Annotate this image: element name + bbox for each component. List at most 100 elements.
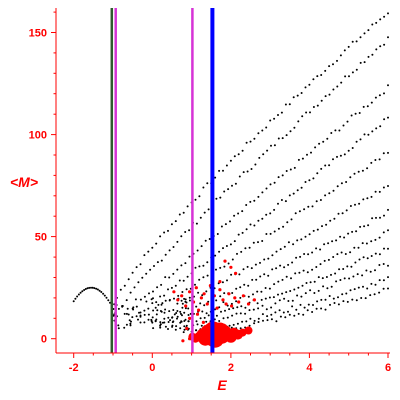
data-point [135, 266, 138, 269]
data-point [215, 299, 218, 302]
data-point [382, 263, 385, 265]
data-point [183, 320, 186, 322]
data-point [249, 140, 252, 143]
data-point [311, 205, 314, 208]
data-point [123, 312, 126, 315]
red-data-point [172, 290, 176, 294]
data-point [373, 293, 376, 296]
data-point [187, 320, 190, 323]
data-point [241, 149, 244, 152]
data-point [269, 183, 272, 186]
data-point [207, 208, 210, 211]
data-point [219, 196, 222, 199]
data-point [72, 300, 75, 303]
data-point [147, 307, 150, 310]
data-point [307, 303, 310, 306]
data-point [309, 289, 312, 292]
data-point [269, 212, 272, 215]
data-point [293, 314, 296, 317]
data-point [185, 301, 188, 304]
data-point [160, 259, 163, 262]
data-point [263, 258, 266, 261]
data-point [260, 290, 263, 293]
data-point [247, 295, 250, 298]
data-point [277, 227, 280, 230]
data-point [354, 261, 357, 264]
data-point [262, 153, 265, 156]
data-point [387, 36, 389, 39]
data-point [269, 232, 272, 235]
data-point [239, 286, 242, 289]
data-point [236, 306, 239, 309]
data-point [278, 309, 281, 312]
data-point [201, 310, 204, 313]
data-point [187, 307, 190, 310]
data-point [172, 272, 175, 275]
data-point [352, 275, 355, 278]
data-point [321, 225, 323, 228]
data-point [131, 271, 134, 274]
data-point [172, 320, 175, 323]
data-point [382, 186, 385, 189]
data-point [337, 296, 339, 299]
data-point [280, 111, 283, 114]
data-point [311, 268, 314, 271]
red-data-point [218, 323, 228, 334]
data-point [264, 297, 267, 300]
data-point [223, 265, 226, 268]
data-point [253, 199, 256, 202]
data-point [288, 194, 291, 197]
data-point [382, 279, 385, 282]
data-point [304, 292, 307, 295]
red-data-point [221, 298, 225, 302]
data-point [163, 231, 166, 234]
data-point [295, 256, 298, 259]
red-data-point [197, 308, 201, 312]
data-point [137, 281, 140, 284]
data-point [306, 309, 309, 312]
data-point [355, 68, 358, 71]
data-point [180, 299, 183, 302]
data-point [348, 75, 350, 78]
data-point [336, 85, 339, 88]
data-point [129, 324, 132, 327]
vertical-lines [110, 8, 215, 353]
data-point [287, 310, 289, 313]
data-point [188, 255, 191, 258]
data-point [334, 129, 337, 132]
data-point [180, 264, 183, 267]
data-point [382, 231, 385, 234]
data-point [336, 253, 339, 256]
data-point [240, 305, 243, 308]
data-point [103, 294, 106, 297]
data-point [292, 243, 295, 246]
data-point [354, 203, 356, 206]
data-point [253, 224, 256, 227]
data-point [132, 306, 135, 309]
data-point [152, 309, 155, 312]
data-point [164, 299, 167, 302]
data-point [366, 197, 369, 200]
data-point [159, 235, 162, 238]
red-data-point [195, 312, 200, 316]
data-point [257, 241, 259, 244]
data-point [228, 308, 231, 311]
data-point [309, 111, 311, 114]
red-data-point [218, 280, 222, 284]
data-point [305, 282, 308, 284]
data-point [229, 220, 231, 223]
data-point [315, 200, 318, 203]
data-point [231, 258, 234, 261]
data-point [157, 303, 160, 306]
data-point [296, 239, 299, 242]
data-point [268, 287, 271, 290]
data-point [259, 261, 261, 264]
data-point [227, 188, 230, 191]
data-point [77, 293, 80, 296]
data-point [332, 88, 335, 91]
data-point [297, 120, 300, 123]
data-point [172, 246, 175, 248]
data-point [328, 65, 331, 68]
red-data-point [227, 292, 231, 296]
data-point [325, 223, 328, 226]
